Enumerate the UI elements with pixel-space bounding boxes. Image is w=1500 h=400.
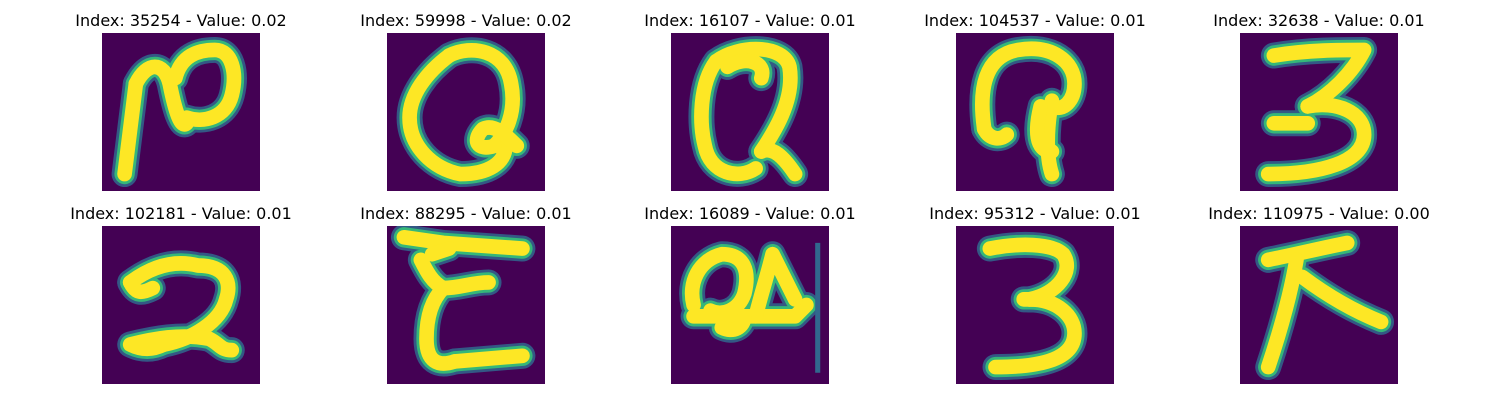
- glyph-image: [387, 33, 545, 191]
- panel-title: Index: 35254 - Value: 0.02: [75, 11, 287, 30]
- panel-10: Index: 110975 - Value: 0.00: [1177, 204, 1461, 394]
- panel-1: Index: 35254 - Value: 0.02: [39, 11, 323, 201]
- panel-title: Index: 110975 - Value: 0.00: [1208, 204, 1430, 223]
- panel-6: Index: 102181 - Value: 0.01: [39, 204, 323, 394]
- panel-8: Index: 16089 - Value: 0.01: [608, 204, 892, 394]
- panel-4: Index: 104537 - Value: 0.01: [893, 11, 1177, 201]
- glyph-image: [956, 33, 1114, 191]
- glyph-image: [387, 226, 545, 384]
- glyph-image: [671, 33, 829, 191]
- glyph-image: [671, 226, 829, 384]
- panel-2: Index: 59998 - Value: 0.02: [324, 11, 608, 201]
- panel-title: Index: 88295 - Value: 0.01: [360, 204, 572, 223]
- panel-5: Index: 32638 - Value: 0.01: [1177, 11, 1461, 201]
- glyph-image: [956, 226, 1114, 384]
- panel-title: Index: 102181 - Value: 0.01: [70, 204, 292, 223]
- glyph-image: [1240, 226, 1398, 384]
- panel-title: Index: 16089 - Value: 0.01: [644, 204, 856, 223]
- panel-title: Index: 104537 - Value: 0.01: [924, 11, 1146, 30]
- panel-7: Index: 88295 - Value: 0.01: [324, 204, 608, 394]
- glyph-image: [102, 226, 260, 384]
- panel-9: Index: 95312 - Value: 0.01: [893, 204, 1177, 394]
- panel-title: Index: 59998 - Value: 0.02: [360, 11, 572, 30]
- panel-title: Index: 16107 - Value: 0.01: [644, 11, 856, 30]
- panel-3: Index: 16107 - Value: 0.01: [608, 11, 892, 201]
- panel-title: Index: 95312 - Value: 0.01: [929, 204, 1141, 223]
- glyph-image: [1240, 33, 1398, 191]
- glyph-image: [102, 33, 260, 191]
- panel-title: Index: 32638 - Value: 0.01: [1213, 11, 1425, 30]
